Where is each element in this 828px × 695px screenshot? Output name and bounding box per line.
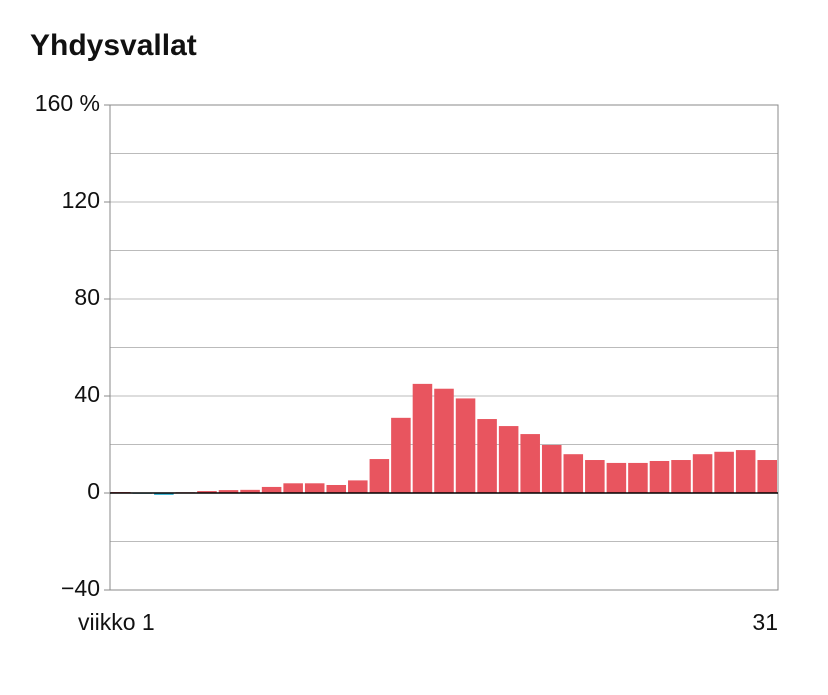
y-tick-label: 0	[87, 478, 100, 504]
bar	[369, 459, 390, 493]
bar	[520, 434, 540, 493]
x-tick-label: viikko 1	[78, 609, 155, 635]
bar	[671, 460, 691, 493]
plot-frame	[109, 104, 779, 591]
bar	[304, 483, 325, 493]
bar	[692, 454, 713, 493]
bar	[477, 419, 497, 493]
bar	[326, 484, 347, 493]
bar	[391, 417, 411, 493]
chart-title: Yhdysvallat	[30, 29, 197, 62]
x-tick-label: 31	[752, 609, 778, 635]
bar	[348, 480, 368, 493]
bar	[412, 383, 433, 493]
bar	[735, 450, 756, 493]
bar	[197, 491, 217, 493]
y-tick-label: 80	[74, 284, 100, 310]
bar	[154, 493, 174, 495]
y-tick-label: 160 %	[35, 90, 100, 116]
bar	[455, 398, 476, 493]
bar	[240, 489, 260, 493]
bar	[498, 426, 519, 493]
bar	[563, 454, 584, 493]
bar	[649, 460, 670, 493]
y-tick-label: −40	[61, 575, 100, 601]
bar	[218, 490, 239, 493]
bar	[757, 460, 777, 493]
bar	[261, 486, 282, 493]
bar	[541, 444, 562, 493]
bar	[628, 462, 648, 493]
bar	[714, 451, 734, 493]
bar	[606, 462, 627, 493]
bar	[434, 388, 454, 493]
bar	[585, 460, 605, 493]
y-tick-label: 40	[74, 381, 100, 407]
bar	[283, 483, 303, 493]
y-tick-label: 120	[62, 187, 100, 213]
